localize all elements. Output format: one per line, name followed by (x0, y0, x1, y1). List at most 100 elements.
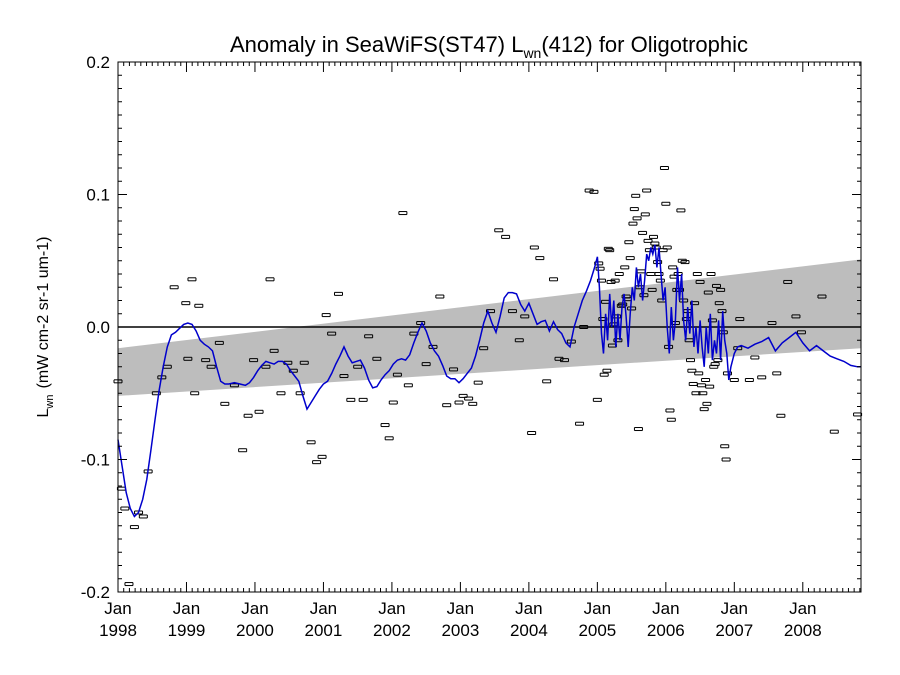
x-tick-month: Jan (447, 599, 474, 618)
data-point (712, 283, 722, 288)
data-point (714, 301, 724, 306)
x-tick-labels: Jan 1998 Jan 1999 Jan 2000 Jan 2001 Jan 2002 Jan 20… (99, 599, 822, 640)
y-axis-label: Lwn (mW cm-2 sr-1 um-1) (35, 237, 56, 418)
chart-title-sub: wn (522, 45, 541, 61)
x-tick-year: 1999 (168, 621, 206, 640)
data-point (183, 356, 193, 361)
data-point (554, 356, 564, 361)
x-tick-label: Jan 2002 (373, 599, 411, 640)
data-point (206, 364, 216, 369)
data-point (783, 279, 793, 284)
data-point (701, 378, 711, 382)
data-point (559, 358, 569, 363)
x-tick-year: 2005 (578, 621, 616, 640)
x-tick-month: Jan (310, 599, 337, 618)
data-point (194, 303, 204, 308)
data-point (190, 391, 200, 396)
chart-title-prefix: Anomaly in SeaWiFS(ST47) L (230, 32, 523, 57)
x-tick-year: 2004 (510, 621, 548, 640)
x-tick-month: Jan (584, 599, 611, 618)
data-point (629, 207, 639, 212)
data-point (628, 221, 638, 226)
data-point (625, 256, 635, 261)
data-point (646, 272, 656, 276)
data-point (299, 360, 309, 365)
x-tick-label: Jan 2007 (715, 599, 753, 640)
data-point (138, 514, 148, 519)
y-tick-label: -0.1 (81, 451, 110, 470)
axes-layer (117, 61, 862, 593)
data-point (595, 266, 605, 271)
data-point (677, 258, 687, 263)
y-axis-label-units: (mW cm-2 sr-1 um-1) (35, 237, 52, 389)
data-point (721, 457, 731, 462)
data-point (388, 400, 398, 405)
x-tick-year: 2006 (647, 621, 685, 640)
x-tick-month: Jan (104, 599, 131, 618)
data-point (772, 371, 782, 376)
data-point (668, 265, 678, 270)
data-point (220, 401, 230, 406)
data-point (398, 211, 408, 216)
data-point (520, 314, 530, 319)
data-point (321, 313, 331, 318)
data-point (527, 431, 537, 435)
data-point (265, 277, 275, 282)
data-point (501, 234, 511, 239)
data-point (705, 384, 715, 389)
data-point (614, 272, 624, 276)
x-tick-label: Jan 1999 (168, 599, 206, 640)
data-point (676, 208, 686, 213)
trend-layer (117, 244, 861, 518)
data-point (610, 278, 620, 283)
data-point (392, 372, 402, 377)
data-point (403, 383, 413, 388)
x-tick-label: Jan 2006 (647, 599, 685, 640)
data-point (592, 397, 602, 402)
data-point (384, 436, 394, 441)
data-point (710, 362, 720, 367)
chart-title: Anomaly in SeaWiFS(ST47) Lwn(412) for Ol… (230, 32, 748, 61)
data-point (650, 241, 660, 246)
data-point (542, 379, 552, 384)
data-point (306, 440, 316, 445)
data-point (716, 287, 726, 292)
data-point (575, 421, 585, 426)
x-tick-label: Jan 2004 (510, 599, 548, 640)
data-point (602, 368, 612, 373)
x-tick-month: Jan (173, 599, 200, 618)
data-point (729, 378, 739, 382)
data-point (687, 368, 697, 373)
data-point (735, 317, 745, 322)
data-point (829, 429, 839, 434)
data-point (317, 454, 327, 459)
data-point (124, 582, 134, 587)
data-point (187, 277, 197, 282)
x-tick-year: 2003 (441, 621, 479, 640)
data-point (589, 189, 599, 194)
x-tick-label: Jan 1998 (99, 599, 137, 640)
data-point (249, 358, 259, 363)
data-point (358, 397, 368, 402)
data-point (655, 278, 665, 283)
data-point (636, 269, 646, 274)
data-point (372, 356, 382, 361)
data-point (254, 409, 264, 414)
data-point (750, 355, 760, 360)
data-point (181, 301, 191, 306)
data-point (666, 417, 676, 422)
data-point (494, 228, 504, 233)
trend-line (117, 244, 861, 518)
x-tick-year: 2008 (784, 621, 822, 640)
data-point (627, 306, 637, 311)
data-point (767, 321, 777, 326)
data-point (421, 362, 431, 367)
data-point (334, 291, 344, 296)
data-point (791, 314, 801, 319)
data-point (703, 290, 713, 295)
data-point (744, 378, 754, 382)
data-point (665, 408, 675, 413)
x-tick-month: Jan (721, 599, 748, 618)
chart-title-suffix: (412) for Oligotrophic (541, 32, 748, 57)
data-point (654, 272, 664, 276)
